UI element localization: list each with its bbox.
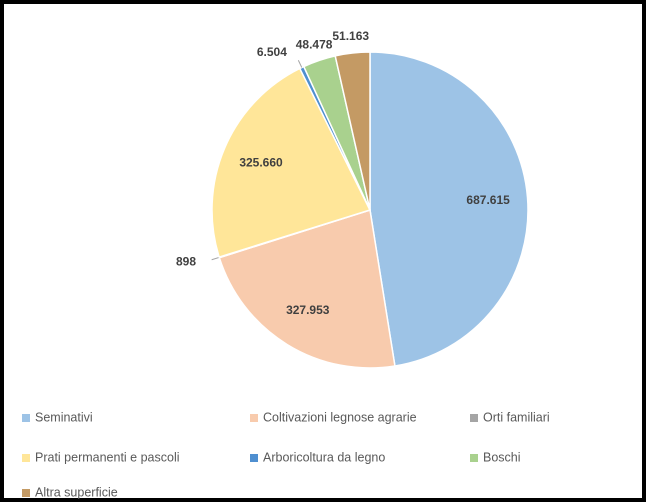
pie-slice xyxy=(369,51,529,367)
legend-swatch xyxy=(22,454,30,462)
legend-swatch xyxy=(22,489,30,497)
legend-label: Coltivazioni legnose agrarie xyxy=(263,410,417,424)
legend-swatch xyxy=(22,414,30,422)
data-label: 48.478 xyxy=(296,37,333,51)
legend-swatch xyxy=(470,454,478,462)
leader-line xyxy=(211,256,220,261)
legend-label: Seminativi xyxy=(35,410,93,424)
data-label: 325.660 xyxy=(239,156,283,170)
data-label: 51.163 xyxy=(332,29,369,43)
data-label: 687.615 xyxy=(466,193,510,207)
legend-label: Prati permanenti e pascoli xyxy=(35,450,180,464)
pie-slice xyxy=(211,67,372,259)
legend-label: Arboricoltura da legno xyxy=(263,450,385,464)
legend-label: Orti familiari xyxy=(483,410,550,424)
data-label: 327.953 xyxy=(286,303,330,317)
legend-swatch xyxy=(470,414,478,422)
data-label: 898 xyxy=(176,254,196,268)
legend-swatch xyxy=(250,414,258,422)
pie-slice xyxy=(334,51,371,211)
data-label: 6.504 xyxy=(257,45,287,59)
pie-slice xyxy=(218,209,396,369)
leader-line xyxy=(297,60,303,68)
legend-label: Boschi xyxy=(483,450,521,464)
legend-swatch xyxy=(250,454,258,462)
legend-label: Altra superficie xyxy=(35,485,118,499)
